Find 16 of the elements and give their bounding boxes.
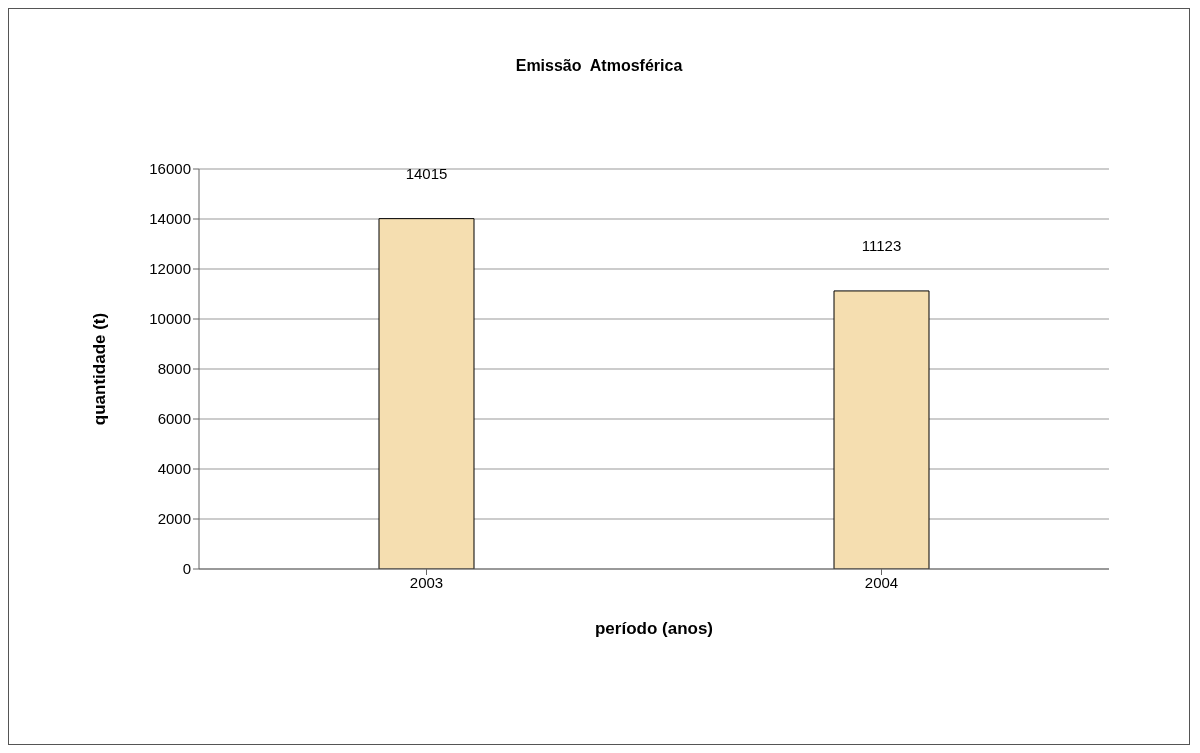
x-tick-label: 2004 <box>864 573 899 591</box>
y-tick-label: 12000 <box>149 260 191 278</box>
y-tick-label: 14000 <box>149 210 191 228</box>
y-tick-label: 2000 <box>157 510 191 528</box>
y-tick-label: 10000 <box>149 310 191 328</box>
y-tick-label: 6000 <box>157 410 191 428</box>
x-axis-title: período (anos) <box>594 619 714 638</box>
data-label: 14015 <box>405 164 448 182</box>
y-tick-label: 8000 <box>157 360 191 378</box>
chart-title: Emissão Atmosférica <box>514 57 684 75</box>
data-label: 11123 <box>861 236 902 254</box>
y-tick-label: 0 <box>182 560 191 578</box>
y-tick-label: 4000 <box>157 460 191 478</box>
x-tick-label: 2003 <box>409 573 444 591</box>
y-tick-label: 16000 <box>149 160 191 178</box>
y-axis-title: quantidade (t) <box>90 312 110 426</box>
